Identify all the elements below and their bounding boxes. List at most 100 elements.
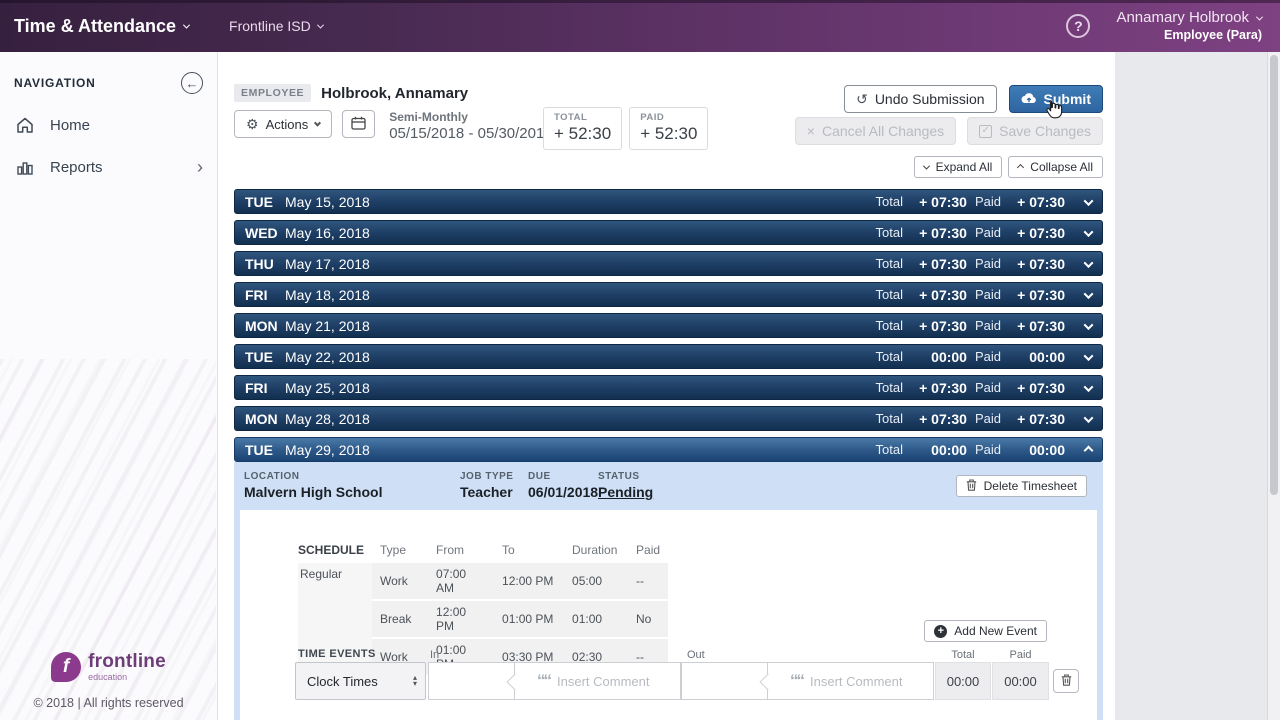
clock-in-input[interactable] (428, 662, 515, 700)
clock-out-input[interactable] (681, 662, 768, 700)
plus-circle-icon: + (934, 624, 948, 638)
total-label: Total (875, 349, 903, 364)
day-date: May 18, 2018 (285, 286, 370, 303)
app-header: Time & Attendance Frontline ISD ? Annama… (0, 0, 1280, 52)
clock-in-comment[interactable]: ““ (515, 662, 681, 700)
nav-title: NAVIGATION (14, 76, 96, 90)
day-date: May 25, 2018 (285, 379, 370, 396)
schedule-cell: 07:00 AM (428, 563, 495, 601)
undo-submission-button[interactable]: ↺ Undo Submission (844, 85, 997, 113)
paid-label: Paid (974, 225, 1001, 240)
checkbox-check-icon: ✓ (979, 124, 993, 138)
clock-in-comment-input[interactable] (557, 673, 667, 689)
schedule-cell: 12:00 PM (494, 563, 565, 601)
paid-value: 00:00 (1029, 441, 1065, 458)
due-value: 06/01/2018 (528, 484, 599, 501)
scrollbar[interactable] (1267, 52, 1280, 720)
day-row[interactable]: WED May 16, 2018 Total + 07:30 Paid + 07… (234, 220, 1103, 245)
schedule-column-header: Paid (636, 543, 661, 557)
time-event-type-select[interactable]: Clock Times ▴ ▾ (295, 662, 426, 700)
actions-button[interactable]: ⚙ Actions (234, 110, 333, 138)
paid-label: Paid (974, 256, 1001, 271)
paid-value: + 07:30 (1017, 255, 1065, 272)
timesheet-detail-header: LOCATION Malvern High School JOB TYPE Te… (234, 462, 1103, 510)
location-label: LOCATION (244, 471, 300, 483)
delete-timesheet-button[interactable]: Delete Timesheet (955, 475, 1087, 497)
day-row[interactable]: THU May 17, 2018 Total + 07:30 Paid + 07… (234, 251, 1103, 276)
logo-sub: education (88, 672, 128, 682)
collapse-sidebar-button[interactable]: ← (181, 72, 203, 94)
total-value: + 07:30 (919, 193, 967, 210)
quote-icon: ““ (537, 671, 552, 690)
cloud-upload-icon (1021, 91, 1037, 107)
period-type: Semi-Monthly (389, 110, 468, 124)
day-row[interactable]: TUE May 22, 2018 Total 00:00 Paid 00:00 (234, 344, 1103, 369)
paid-value: 00:00 (1029, 348, 1065, 365)
day-abbrev: MON (245, 317, 278, 334)
org-switcher[interactable]: Frontline ISD (229, 18, 324, 34)
chevron-down-icon (1083, 195, 1094, 206)
time-events-title: TIME EVENTS (298, 648, 376, 660)
total-label: Total (875, 442, 903, 457)
day-row[interactable]: MON May 28, 2018 Total + 07:30 Paid + 07… (234, 406, 1103, 431)
paid-label: Paid (974, 380, 1001, 395)
day-date: May 28, 2018 (285, 410, 370, 427)
day-date: May 22, 2018 (285, 348, 370, 365)
user-name: Annamary Holbrook (1116, 8, 1249, 26)
collapse-all-button[interactable]: Collapse All (1008, 156, 1103, 178)
cancel-all-changes-button[interactable]: × Cancel All Changes (794, 117, 957, 145)
clock-out-comment[interactable]: ““ (768, 662, 934, 700)
sidebar-item-home[interactable]: Home (0, 104, 217, 146)
user-menu[interactable]: Annamary Holbrook Employee (Para) (1116, 8, 1264, 43)
expand-all-button[interactable]: Expand All (913, 156, 1003, 178)
schedule-column-header: Type (380, 543, 407, 557)
day-row[interactable]: TUE May 29, 2018 Total 00:00 Paid 00:00 (234, 437, 1103, 462)
schedule-cell: 01:00 (564, 600, 629, 639)
schedule-cell: Break (372, 600, 429, 639)
calendar-button[interactable] (342, 110, 376, 138)
total-value: 00:00 (931, 348, 967, 365)
paid-label: Paid (974, 318, 1001, 333)
day-date: May 17, 2018 (285, 255, 370, 272)
paid-summary: PAID + 52:30 (629, 107, 709, 150)
scrollbar-thumb[interactable] (1270, 55, 1278, 495)
day-row[interactable]: FRI May 18, 2018 Total + 07:30 Paid + 07… (234, 282, 1103, 307)
add-new-event-button[interactable]: + Add New Event (924, 620, 1047, 642)
employee-name: Holbrook, Annamary (321, 84, 469, 102)
copyright: © 2018 | All rights reserved (33, 696, 184, 710)
clock-out-comment-input[interactable] (810, 673, 920, 689)
total-summary: TOTAL + 52:30 (543, 107, 623, 150)
logo-name: frontline (88, 651, 166, 672)
total-label: Total (875, 287, 903, 302)
schedule-cell: 01:00 PM (494, 600, 565, 639)
status-value[interactable]: Pending (598, 484, 654, 501)
day-row[interactable]: TUE May 15, 2018 Total + 07:30 Paid + 07… (234, 189, 1103, 214)
paid-value: + 07:30 (1017, 224, 1065, 241)
day-date: May 15, 2018 (285, 193, 370, 210)
save-changes-button[interactable]: ✓ Save Changes (967, 117, 1103, 145)
paid-value: + 07:30 (1017, 193, 1065, 210)
delete-event-button[interactable] (1053, 669, 1079, 693)
day-abbrev: FRI (245, 379, 268, 396)
row-paid-label: Paid (1009, 649, 1032, 661)
paid-label: Paid (974, 287, 1001, 302)
sidebar-item-reports[interactable]: Reports › (0, 146, 217, 188)
total-value: + 07:30 (919, 379, 967, 396)
chevron-down-icon (1083, 381, 1094, 392)
submit-button[interactable]: Submit (1008, 85, 1103, 113)
total-value: + 07:30 (919, 317, 967, 334)
day-abbrev: THU (245, 255, 274, 272)
day-row[interactable]: MON May 21, 2018 Total + 07:30 Paid + 07… (234, 313, 1103, 338)
day-abbrev: MON (245, 410, 278, 427)
help-icon[interactable]: ? (1066, 14, 1091, 38)
row-paid-value: 00:00 (992, 662, 1049, 700)
schedule-title: SCHEDULE (298, 543, 365, 557)
day-row[interactable]: FRI May 25, 2018 Total + 07:30 Paid + 07… (234, 375, 1103, 400)
app-switcher[interactable]: Time & Attendance (14, 16, 191, 37)
total-value: 00:00 (931, 441, 967, 458)
frontline-logo-mark: f (51, 652, 82, 682)
day-date: May 29, 2018 (285, 441, 370, 458)
timesheet-panel: EMPLOYEE Holbrook, Annamary ⚙ Actions Se… (218, 52, 1115, 720)
total-value: + 07:30 (919, 224, 967, 241)
total-label: Total (875, 411, 903, 426)
